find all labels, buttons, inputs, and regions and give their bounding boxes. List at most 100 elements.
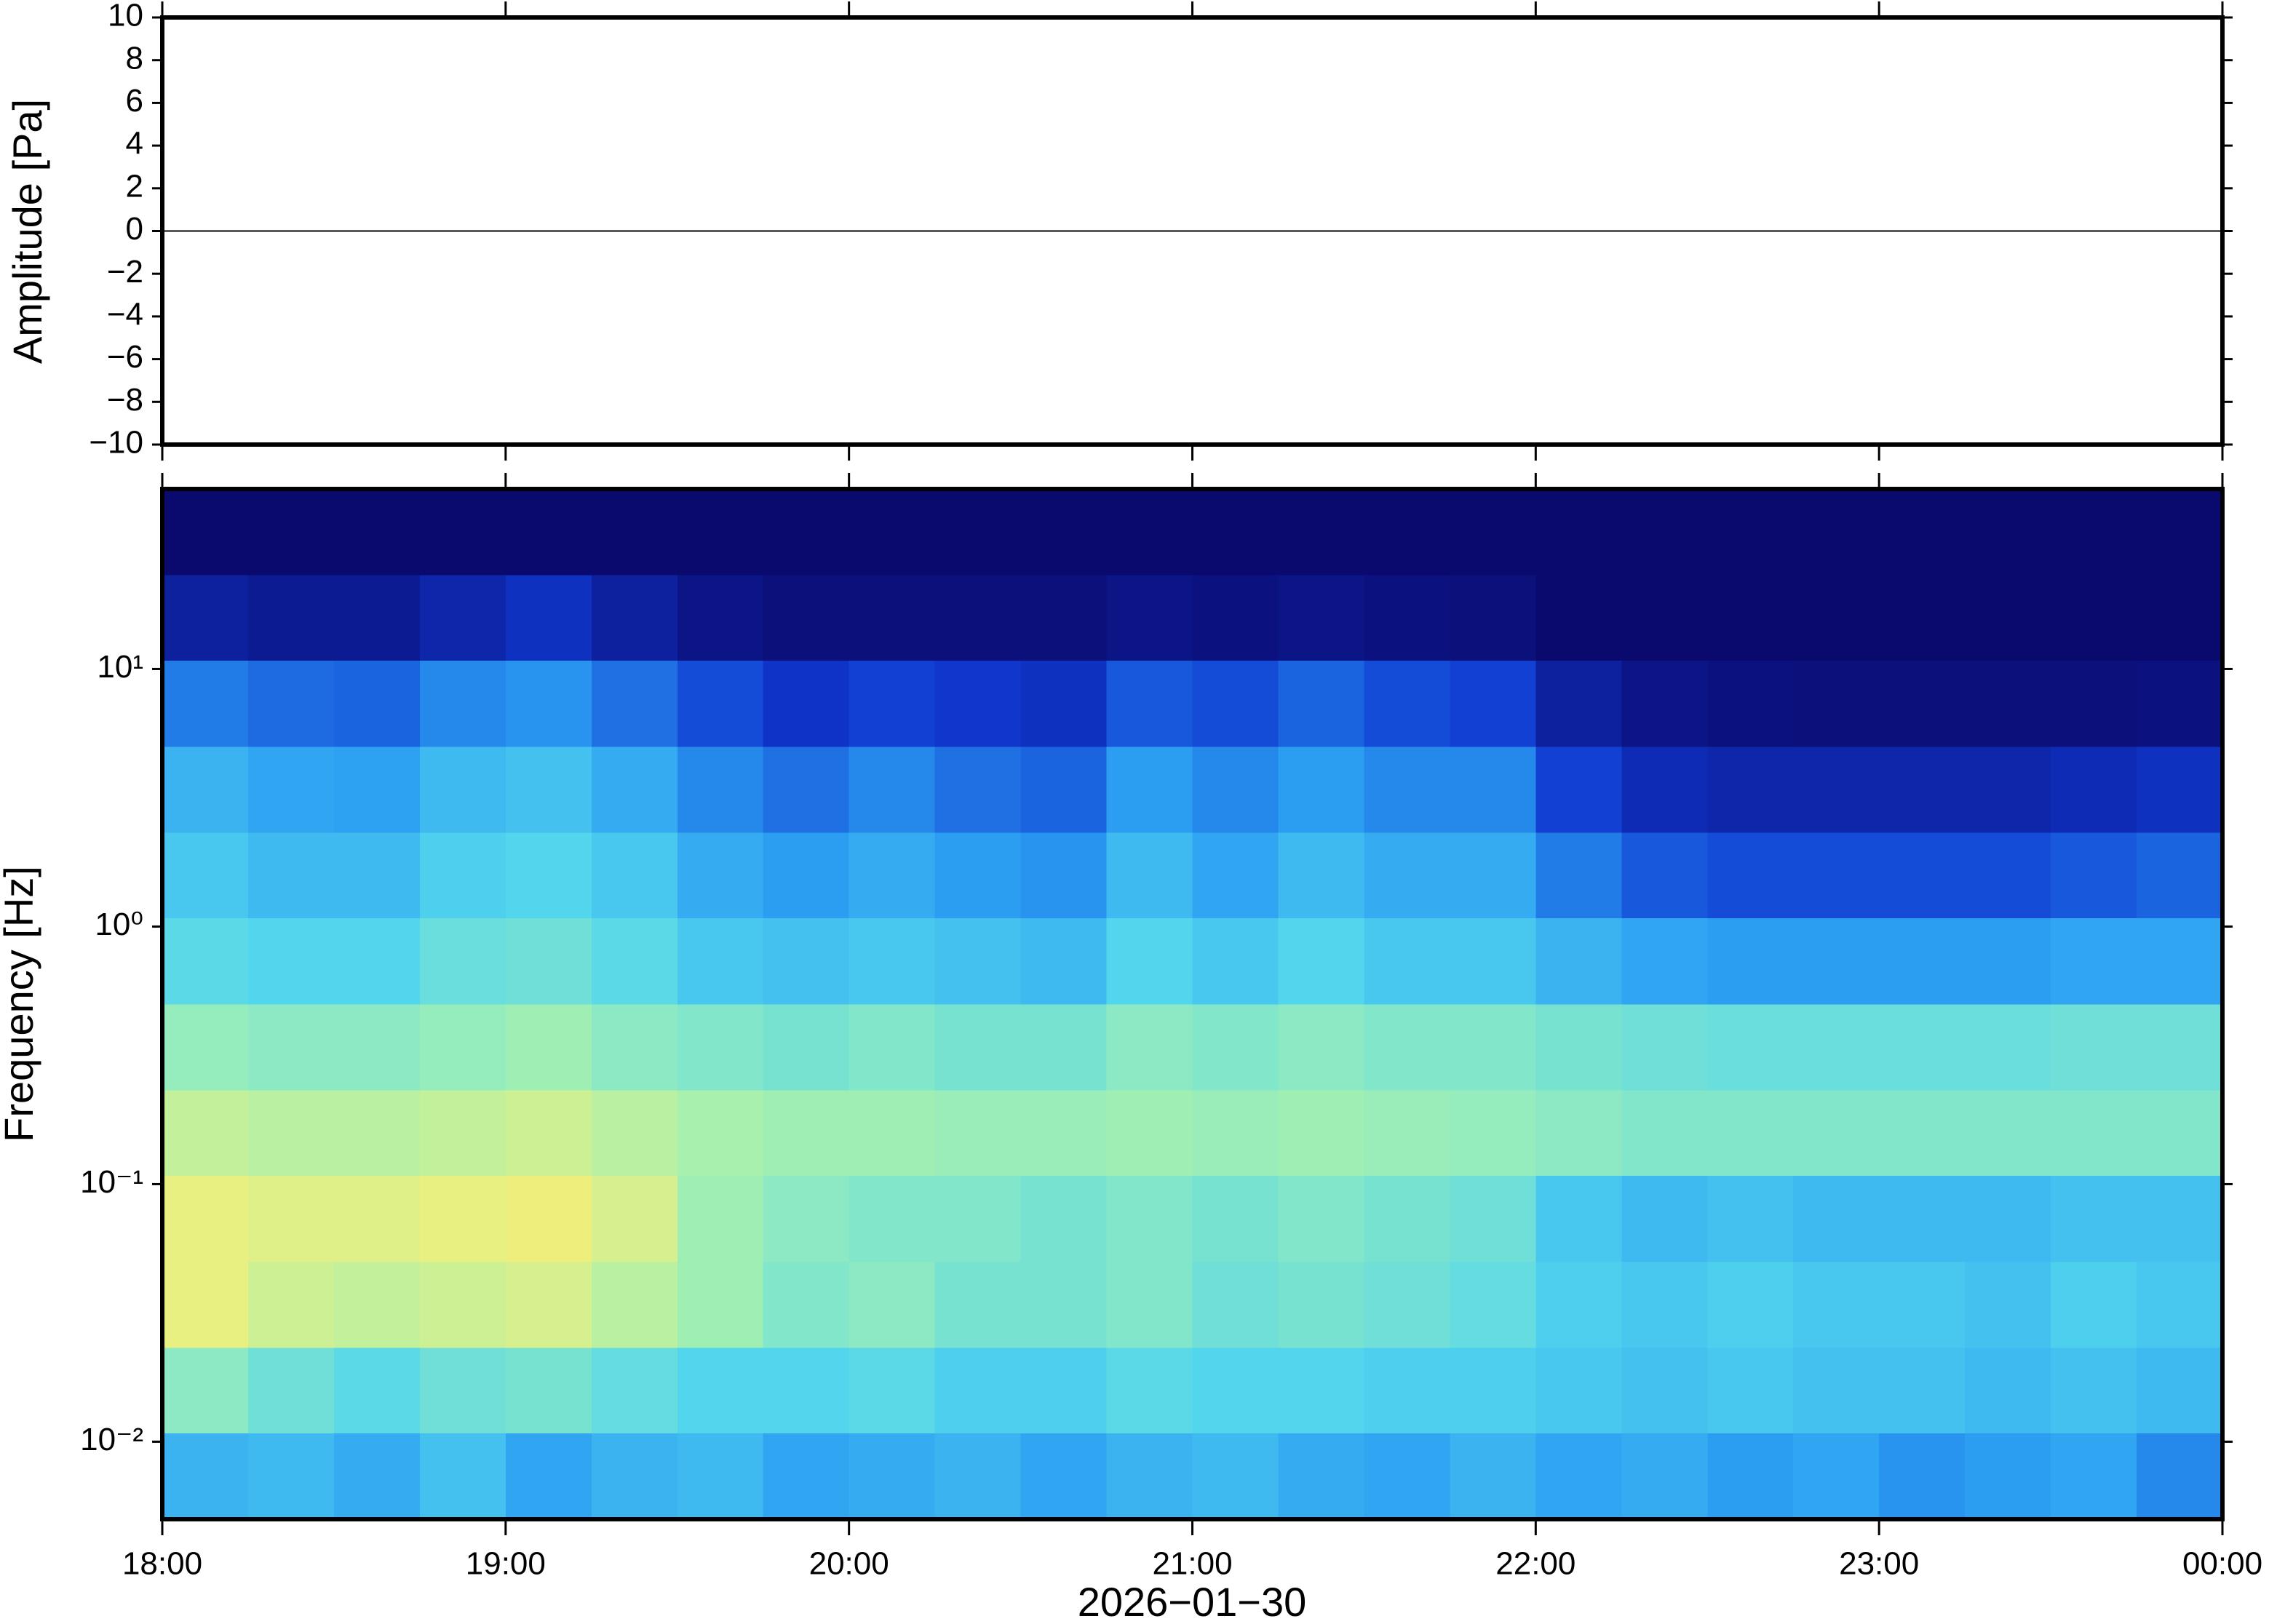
spectrogram-cell (1106, 1433, 1193, 1520)
spectrogram-cell (1879, 1348, 1966, 1434)
spectrogram-cell (162, 1090, 249, 1177)
spectrogram-cell (2137, 918, 2223, 1005)
spectrogram-cell (1621, 1175, 1708, 1262)
spectrogram-cell (505, 1090, 592, 1177)
spectrogram-cell (1106, 660, 1193, 747)
spectrogram-cell (2137, 489, 2223, 576)
spectrogram-cell (591, 747, 678, 833)
spectrogram-cell (1535, 575, 1622, 661)
spectrogram-cell (849, 1090, 936, 1177)
spectrogram-cell (1621, 489, 1708, 576)
spectrogram-cell (1020, 1175, 1108, 1262)
spectrogram-cell (419, 1433, 506, 1520)
spectrogram-cell (1535, 1090, 1622, 1177)
spectrogram-cell (162, 489, 249, 576)
spectrogram-cell (419, 660, 506, 747)
spectrogram-cell (591, 1004, 678, 1091)
x-tick-label: 00:00 (2182, 1546, 2262, 1582)
spectrogram-cell (505, 918, 592, 1005)
spectrogram-cell (1707, 660, 1794, 747)
spectrogram-cell (505, 1175, 592, 1262)
spectrogram-cell (1364, 489, 1450, 576)
spectrogram-cell (849, 575, 936, 661)
spectrogram-cell (2137, 832, 2223, 919)
spectrogram-cell (1450, 575, 1536, 661)
spectrogram-cell (591, 1433, 678, 1520)
spectrogram-cell (763, 832, 850, 919)
spectrogram-cell (419, 1262, 506, 1348)
spectrogram-cell (162, 1433, 249, 1520)
spectrogram-cell (1192, 918, 1279, 1005)
spectrogram-cell (1965, 918, 2051, 1005)
spectrogram-cell (1793, 489, 1880, 576)
spectrogram-cell (934, 747, 1022, 833)
spectrogram-cell (247, 1090, 335, 1177)
spectrogram-cell (677, 1090, 764, 1177)
spectrogram-cell (1106, 489, 1193, 576)
spectrogram-cell (934, 575, 1022, 661)
spectrogram-cell (1793, 832, 1880, 919)
spectrogram-cell (849, 747, 936, 833)
spectrogram-cell (677, 575, 764, 661)
spectrogram-cell (333, 1348, 421, 1434)
spectrogram-cell (1192, 1090, 1279, 1177)
spectrogram-cell (419, 1348, 506, 1434)
spectrogram-cell (934, 832, 1022, 919)
x-axis-label: 2026−01−30 (1078, 1579, 1307, 1624)
spectrogram-cell (1020, 660, 1108, 747)
y-tick-label: 10⁰ (95, 907, 143, 942)
spectrogram-cell (1535, 832, 1622, 919)
spectrogram-cell (1364, 575, 1450, 661)
spectrogram-cell (1535, 1433, 1622, 1520)
spectrogram-cell (1621, 747, 1708, 833)
spectrogram-cell (1364, 1433, 1450, 1520)
spectrogram-cell (934, 489, 1022, 576)
spectrogram-cell (1364, 1262, 1450, 1348)
spectrogram-cell (1793, 1348, 1880, 1434)
spectrogram-cell (1106, 832, 1193, 919)
spectrogram-cell (1879, 918, 1966, 1005)
spectrogram-cell (1450, 1262, 1536, 1348)
spectrogram-cell (247, 489, 335, 576)
spectrogram-cell (1364, 747, 1450, 833)
spectrogram-cell (1192, 1262, 1279, 1348)
spectrogram-cell (591, 575, 678, 661)
spectrogram-cell (162, 1004, 249, 1091)
spectrogram-cell (2051, 1348, 2137, 1434)
spectrogram-cell (934, 1433, 1022, 1520)
spectrogram-cell (1450, 918, 1536, 1005)
y-tick-label: 10⁻² (80, 1422, 143, 1457)
y-tick-label: 8 (126, 40, 143, 76)
spectrogram-cell (1278, 489, 1365, 576)
spectrogram-cell (2051, 1175, 2137, 1262)
spectrogram-cell (2137, 1348, 2223, 1434)
spectrogram-cell (333, 747, 421, 833)
spectrogram-cell (505, 1348, 592, 1434)
spectrogram-cell (591, 1348, 678, 1434)
spectrogram-cell (247, 660, 335, 747)
spectrogram-cell (1020, 1348, 1108, 1434)
spectrogram-cell (1278, 1090, 1365, 1177)
spectrogram-cell (934, 1090, 1022, 1177)
spectrogram-cell (849, 1262, 936, 1348)
spectrogram-cell (247, 918, 335, 1005)
spectrogram-cell (1364, 832, 1450, 919)
spectrogram-cell (934, 918, 1022, 1005)
spectrogram-cell (591, 660, 678, 747)
spectrogram-cell (1879, 1004, 1966, 1091)
spectrogram-cell (934, 1348, 1022, 1434)
spectrogram-cell (1364, 1090, 1450, 1177)
spectrogram-cell (1364, 1348, 1450, 1434)
spectrogram-cell (934, 660, 1022, 747)
y-tick-label: −8 (107, 382, 143, 418)
spectrogram-cell (1192, 747, 1279, 833)
spectrogram-cell (1965, 1004, 2051, 1091)
spectrogram-cell (333, 1175, 421, 1262)
spectrogram-cell (677, 747, 764, 833)
spectrogram-cell (1450, 1004, 1536, 1091)
y-tick-label: 2 (126, 168, 143, 204)
spectrogram-cell (1965, 1348, 2051, 1434)
spectrogram-cell (1793, 918, 1880, 1005)
spectrogram-cell (419, 1175, 506, 1262)
spectrogram-cell (934, 1004, 1022, 1091)
